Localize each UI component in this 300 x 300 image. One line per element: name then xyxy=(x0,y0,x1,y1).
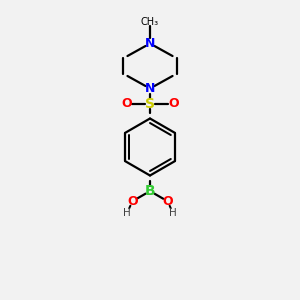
Text: N: N xyxy=(145,37,155,50)
Text: O: O xyxy=(168,97,179,110)
Text: O: O xyxy=(162,195,173,208)
Text: H: H xyxy=(169,208,177,218)
Text: N: N xyxy=(145,82,155,95)
Text: CH₃: CH₃ xyxy=(141,17,159,27)
Text: O: O xyxy=(127,195,138,208)
Text: O: O xyxy=(121,97,132,110)
Text: S: S xyxy=(145,97,155,110)
Text: B: B xyxy=(145,184,155,198)
Text: H: H xyxy=(123,208,131,218)
